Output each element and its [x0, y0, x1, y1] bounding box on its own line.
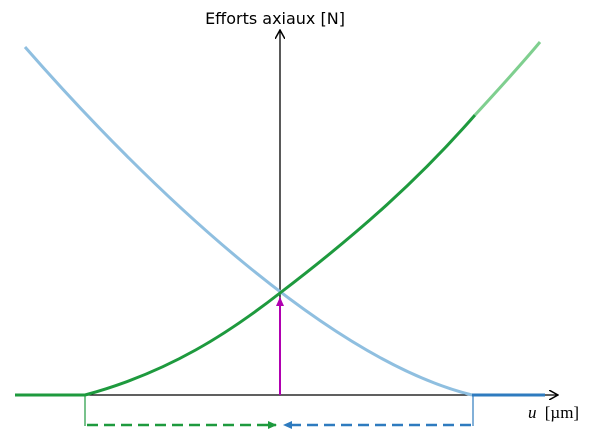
- x-axis-label: u [µm]: [528, 403, 579, 422]
- green-curve-light: [473, 41, 542, 117]
- x-axis-unit: [µm]: [545, 403, 579, 422]
- green-curve: [84, 114, 477, 397]
- blue-curve: [23, 46, 473, 397]
- x-axis-symbol: u: [528, 403, 537, 422]
- y-axis-label: Efforts axiaux [N]: [205, 9, 345, 28]
